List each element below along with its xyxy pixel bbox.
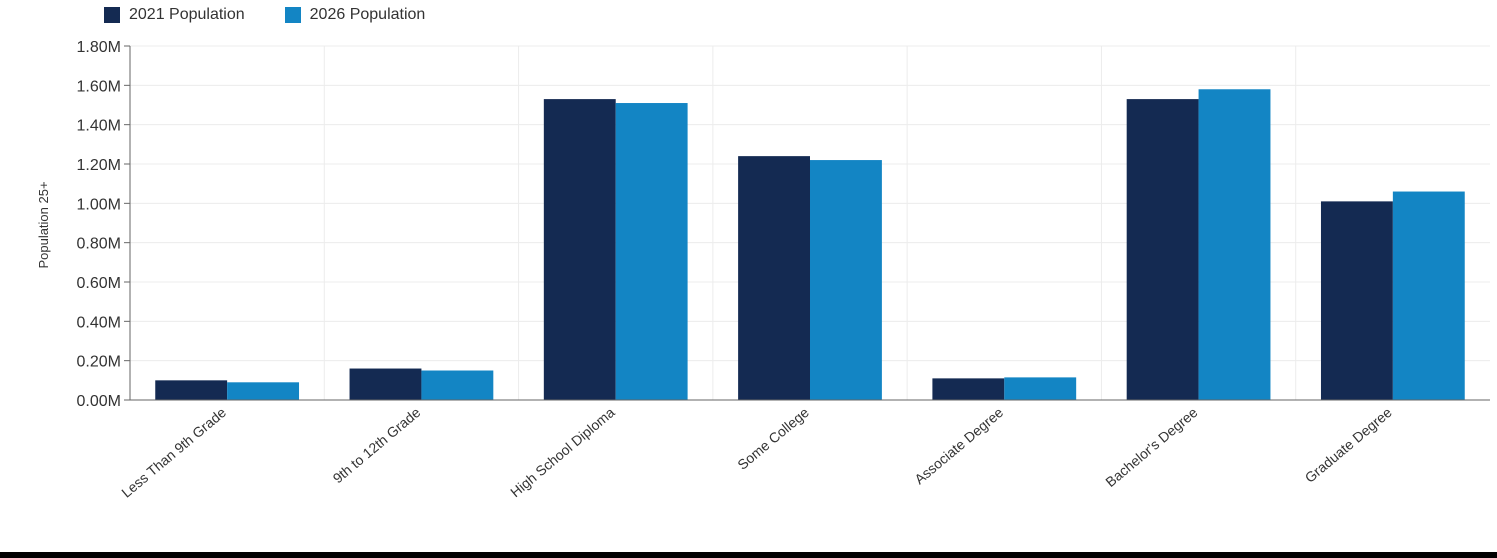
bar-2026 [1004,377,1077,400]
y-tick-label: 1.20M [77,157,121,174]
legend-swatch-2021 [104,7,120,23]
y-tick-label: 0.60M [77,275,121,292]
x-tick-label: Associate Degree [911,404,1006,487]
bar-2026 [810,160,882,400]
legend-item-2021[interactable]: 2021 Population [104,6,245,24]
y-axis-label: Population 25+ [36,181,51,268]
y-tick-label: 1.40M [77,118,121,135]
x-tick-label: 9th to 12th Grade [330,404,424,486]
x-tick-label: High School Diploma [507,404,618,500]
x-tick-label: Bachelor's Degree [1102,404,1200,490]
bar-2021 [738,156,810,400]
footer-bar [0,552,1497,558]
bar-2021 [155,380,228,400]
x-tick-label: Graduate Degree [1302,404,1395,486]
bars [155,89,1465,401]
bar-2026 [1392,191,1465,400]
y-tick-label: 0.20M [77,354,121,371]
bar-2021 [932,378,1005,400]
chart-legend: 2021 Population 2026 Population [104,6,425,24]
bar-2021 [349,368,422,400]
bar-2026 [227,382,300,400]
y-tick-label: 1.80M [77,39,121,56]
y-tick-label: 1.60M [77,78,121,95]
y-tick-label: 0.00M [77,393,121,410]
y-tick-label: 0.80M [77,236,121,253]
bar-2021 [1320,201,1393,400]
x-tick-label: Less Than 9th Grade [118,404,229,501]
legend-swatch-2026 [284,7,301,23]
legend-item-2026[interactable]: 2026 Population [284,6,426,24]
legend-label-2026: 2026 Population [309,6,426,23]
y-tick-label: 0.40M [77,314,121,331]
x-tick-labels: Less Than 9th Grade 9th to 12th Grade High… [118,404,1395,501]
bar-2021 [1126,99,1199,400]
y-tick-label: 1.00M [77,196,121,213]
bar-2026 [421,370,494,400]
bar-2026 [615,103,688,401]
bar-2021 [543,99,616,400]
axes: 1.80M 1.60M 1.40M 1.20M 1.00M 0.80M 0.60M 0.40M… [77,39,1490,410]
x-tick-label: Some College [734,404,812,473]
legend-label-2021: 2021 Population [129,6,245,23]
bar-2026 [1198,89,1271,401]
